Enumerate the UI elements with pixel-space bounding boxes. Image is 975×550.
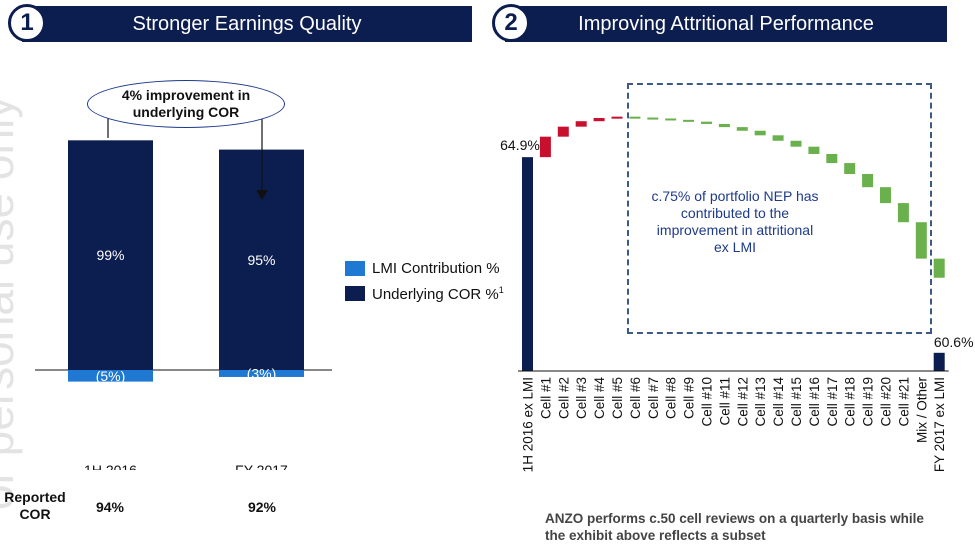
waterfall-bar-4 (593, 118, 605, 122)
waterfall-bar-3 (575, 121, 587, 127)
waterfall-category-label-10: Cell #10 (700, 377, 715, 427)
footnote: ANZO performs c.50 cell reviews on a qua… (545, 511, 924, 543)
reported-value-1h2016: 94% (95, 499, 125, 515)
waterfall-bar-2 (557, 126, 569, 137)
waterfall-bar-start (522, 157, 533, 371)
waterfall-category-label-20: Cell #20 (879, 377, 894, 427)
waterfall-category-label-4: Cell #4 (592, 377, 607, 420)
waterfall-bar-9 (683, 119, 695, 122)
waterfall-category-label-15: Cell #15 (789, 377, 804, 427)
waterfall-category-label-3: Cell #3 (574, 377, 589, 419)
waterfall-bar-17 (826, 153, 838, 164)
waterfall-category-label-1: Cell #1 (538, 377, 553, 419)
waterfall-bar-end (933, 352, 945, 371)
callout-text: 4% improvement in underlying COR (121, 87, 251, 120)
waterfall-category-label-6: Cell #6 (628, 377, 643, 419)
waterfall-bar-15 (790, 140, 802, 147)
waterfall-bar-22 (915, 222, 927, 259)
chart1-svg: 99% (5%) 1H 2016 95% (3%) FY 2017 (35, 114, 332, 470)
panel1-header: Stronger Earnings Quality (22, 6, 472, 42)
waterfall-bar-12 (736, 127, 748, 131)
panel1-number-badge: 1 (8, 4, 46, 42)
panel2-header: Improving Attritional Performance (505, 6, 947, 42)
waterfall-bar-23 (933, 258, 945, 278)
waterfall-category-label-7: Cell #7 (646, 377, 661, 419)
callout-arrow-head (256, 190, 268, 200)
reported-cor-label: Reported COR (4, 489, 66, 522)
waterfall-category-label-23: FY 2017 ex LMI (932, 377, 947, 472)
waterfall-category-label-11: Cell #11 (717, 377, 732, 426)
panel2-title: Improving Attritional Performance (578, 12, 874, 35)
legend-footnote-marker: 1 (498, 285, 504, 295)
category-label-0: 1H 2016 (84, 462, 137, 470)
bar-lmi-contribution--0 (68, 370, 153, 382)
waterfall-category-label-14: Cell #14 (771, 377, 786, 427)
panel1-title: Stronger Earnings Quality (132, 12, 362, 35)
waterfall-bar-19 (862, 173, 874, 188)
legend-swatch-underlying (345, 286, 365, 301)
waterfall-bar-14 (772, 135, 784, 141)
waterfall-category-label-19: Cell #19 (861, 377, 876, 427)
bar-underlying-cor--0 (68, 140, 153, 370)
bar-lmi-contribution--1 (219, 370, 304, 377)
waterfall-bar-6 (629, 116, 641, 119)
portfolio-highlight-text: c.75% of portfolio NEP has contributed t… (651, 188, 819, 255)
bar-label-underlying-cor--0: 99% (96, 247, 124, 263)
bar-label-lmi-contribution--0: (5%) (96, 368, 126, 384)
waterfall-category-label-16: Cell #16 (807, 377, 822, 427)
waterfall-bar-8 (665, 118, 677, 121)
waterfall-category-label-8: Cell #8 (664, 377, 679, 419)
waterfall-category-label-17: Cell #17 (825, 377, 840, 427)
waterfall-category-label-0: 1H 2016 ex LMI (521, 377, 536, 472)
waterfall-bar-5 (611, 116, 623, 119)
chart2-svg: 64.9%60.6%1H 2016 ex LMI Cell #1 Cell #2 Ce… (500, 116, 974, 472)
waterfall-bar-11 (718, 123, 730, 128)
waterfall-category-label-12: Cell #12 (735, 377, 750, 427)
legend-label-underlying: Underlying COR %1 (372, 285, 504, 303)
waterfall-category-label-21: Cell #21 (896, 377, 911, 427)
bar-label-underlying-cor--1: 95% (247, 252, 275, 268)
waterfall-bar-7 (647, 117, 659, 120)
waterfall-end-label: 60.6% (934, 334, 974, 350)
waterfall-bar-10 (701, 121, 712, 124)
waterfall-bar-18 (844, 163, 856, 174)
waterfall-category-label-22: Mix / Other (914, 377, 929, 444)
waterfall-category-label-13: Cell #13 (753, 377, 768, 427)
waterfall-bar-16 (808, 146, 820, 154)
legend-swatch-lmi (345, 261, 365, 276)
bar-label-lmi-contribution--1: (3%) (247, 365, 277, 381)
category-label-1: FY 2017 (235, 462, 288, 470)
legend-label-lmi: LMI Contribution % (372, 260, 500, 277)
waterfall-start-label: 64.9% (500, 137, 540, 153)
panel2-number-badge: 2 (492, 4, 530, 42)
portfolio-highlight-box (627, 83, 932, 334)
waterfall-category-label-2: Cell #2 (556, 377, 571, 419)
callout-bubble: 4% improvement in underlying COR (87, 80, 285, 128)
waterfall-bar-13 (754, 130, 766, 136)
waterfall-bar-20 (880, 187, 891, 204)
waterfall-category-label-9: Cell #9 (682, 377, 697, 419)
reported-value-fy2017: 92% (247, 499, 277, 515)
waterfall-category-label-18: Cell #18 (843, 377, 858, 427)
waterfall-bar-21 (897, 203, 909, 223)
waterfall-bar-1 (539, 136, 551, 158)
waterfall-category-label-5: Cell #5 (610, 377, 625, 419)
